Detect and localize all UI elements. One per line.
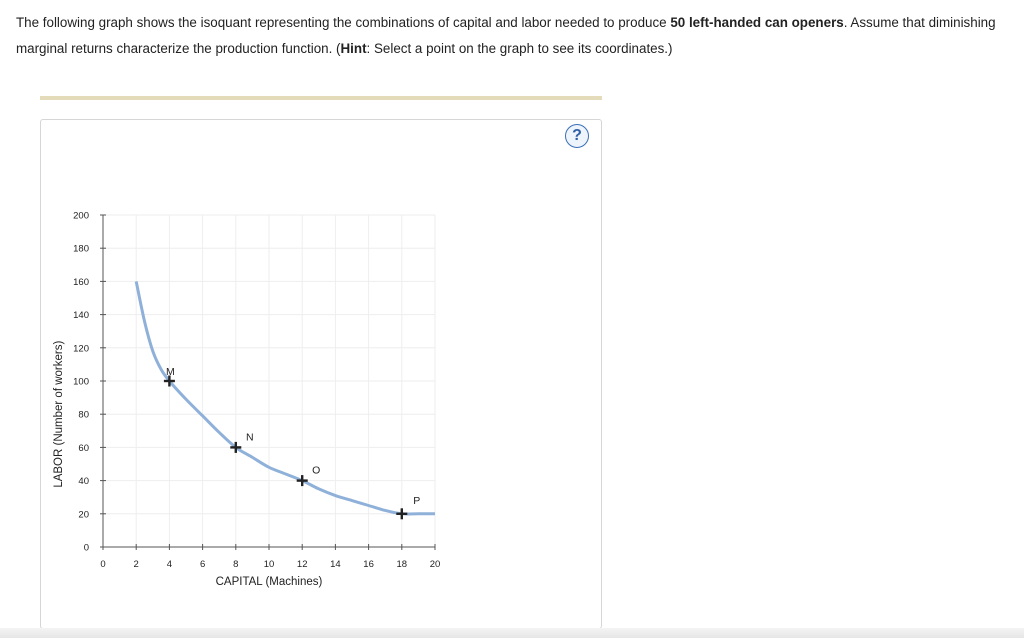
point-p-marker[interactable] [396, 508, 408, 520]
y-tick-label: 80 [78, 410, 89, 421]
x-tick-label: 12 [297, 559, 308, 570]
y-tick-label: 160 [73, 277, 89, 288]
cross-vertical-bar [400, 508, 403, 520]
y-tick-label: 0 [84, 543, 89, 554]
point-n-marker[interactable] [230, 441, 242, 453]
cross-vertical-bar [301, 475, 304, 487]
point-p-label: P [413, 495, 420, 507]
question-bold-quantity: 50 left-handed can openers [670, 15, 844, 30]
question-part-2: . Assume that diminishing marginal retur… [16, 15, 996, 56]
isoquant-curve [134, 281, 435, 516]
x-tick-label: 8 [233, 559, 238, 570]
x-tick-label: 14 [330, 559, 341, 570]
y-tick-label: 40 [78, 476, 89, 487]
point-o-marker[interactable] [296, 475, 308, 487]
x-axis-title: CAPITAL (Machines) [216, 576, 323, 588]
y-tick-label: 180 [73, 244, 89, 255]
page-bottom-edge [0, 628, 1024, 638]
cross-vertical-bar [234, 441, 237, 453]
y-tick-label: 140 [73, 310, 89, 321]
x-tick-label: 10 [264, 559, 275, 570]
y-tick-label: 120 [73, 343, 89, 354]
section-divider [40, 96, 602, 100]
chart-points[interactable]: M N O P [163, 366, 420, 520]
point-m-label: M [166, 366, 175, 378]
question-mark-icon: ? [572, 127, 582, 144]
x-tick-label: 4 [167, 559, 172, 570]
point-n-label: N [246, 431, 254, 443]
point-o-label: O [312, 465, 320, 477]
chart-ticks: 0 2 4 6 8 10 12 14 16 18 2002040608010012014016018… [73, 211, 440, 571]
x-tick-label: 20 [430, 559, 441, 570]
x-tick-label: 0 [100, 559, 105, 570]
y-tick-label: 100 [73, 377, 89, 388]
question-part-3: : Select a point on the graph to see its… [366, 41, 673, 56]
question-bold-hint: Hint [340, 41, 367, 56]
y-tick-label: 20 [78, 509, 89, 520]
y-tick-label: 60 [78, 443, 89, 454]
y-axis-title: LABOR (Number of workers) [53, 341, 65, 488]
chart-grid [103, 214, 436, 547]
x-tick-label: 6 [200, 559, 205, 570]
x-tick-label: 2 [134, 559, 139, 570]
chart-series [134, 281, 435, 516]
question-text: The following graph shows the isoquant r… [16, 10, 1006, 62]
question-part-1: The following graph shows the isoquant r… [16, 15, 671, 30]
x-tick-label: 18 [397, 559, 408, 570]
x-tick-label: 16 [363, 559, 374, 570]
graph-panel [40, 119, 602, 629]
help-button[interactable]: ? [565, 124, 589, 148]
y-tick-label: 200 [73, 211, 89, 222]
point-m-marker[interactable] [163, 375, 175, 387]
cross-vertical-bar [168, 375, 171, 387]
